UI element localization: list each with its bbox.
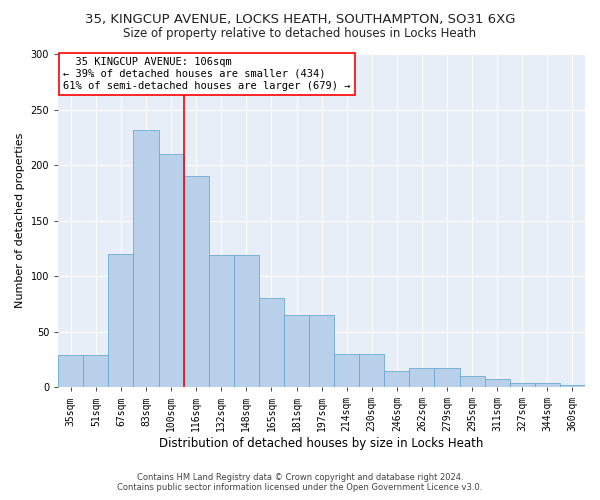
Bar [434,368,460,387]
Bar [209,255,234,387]
Text: 35 KINGCUP AVENUE: 106sqm
← 39% of detached houses are smaller (434)
61% of semi: 35 KINGCUP AVENUE: 106sqm ← 39% of detac… [64,58,351,90]
X-axis label: Distribution of detached houses by size in Locks Heath: Distribution of detached houses by size … [160,437,484,450]
Bar [259,298,284,387]
Bar [510,382,535,387]
Bar [460,376,485,387]
Text: 35, KINGCUP AVENUE, LOCKS HEATH, SOUTHAMPTON, SO31 6XG: 35, KINGCUP AVENUE, LOCKS HEATH, SOUTHAM… [85,12,515,26]
Bar [359,354,385,387]
Text: Contains HM Land Registry data © Crown copyright and database right 2024.
Contai: Contains HM Land Registry data © Crown c… [118,473,482,492]
Bar [385,370,409,387]
Bar [485,380,510,387]
Bar [83,355,109,387]
Text: Size of property relative to detached houses in Locks Heath: Size of property relative to detached ho… [124,28,476,40]
Bar [284,315,309,387]
Bar [133,130,158,387]
Y-axis label: Number of detached properties: Number of detached properties [15,133,25,308]
Bar [535,382,560,387]
Bar [184,176,209,387]
Bar [234,255,259,387]
Bar [334,354,359,387]
Bar [560,385,585,387]
Bar [109,254,133,387]
Bar [158,154,184,387]
Bar [309,315,334,387]
Bar [58,355,83,387]
Bar [409,368,434,387]
